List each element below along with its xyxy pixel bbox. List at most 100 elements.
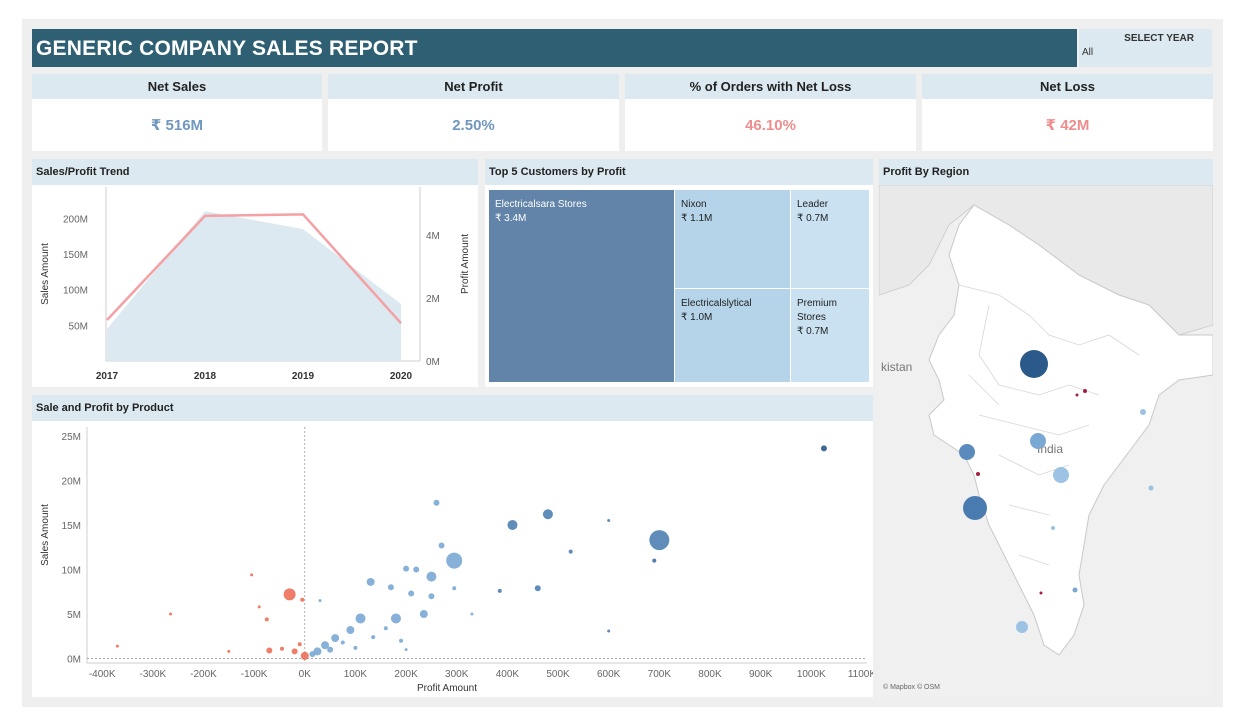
select-year-filter[interactable]: SELECT YEAR All [1079,29,1212,67]
treemap-customer-value: ₹ 1.0M [681,312,713,323]
scatter-point [266,647,273,654]
kpi-value: ₹ 42M [922,99,1213,151]
scatter-point [353,645,358,650]
scatter-point [300,651,309,660]
region-bubble [1030,433,1046,449]
scatter-point [413,566,420,573]
treemap-customer-name: Premium Stores [797,298,838,323]
x-tick-label: 0K [299,669,312,680]
product-scatter-chart: -400K -300K -200K -100K 0K 100K 200K 300K 400K 50… [40,427,876,694]
region-bubble [963,496,987,520]
y-axis-title: Sales Amount [40,243,51,305]
scatter-point [452,586,457,591]
region-bubble [1140,409,1146,415]
treemap-cell[interactable]: Leader ₹ 0.7M [791,190,869,288]
y-tick-label: 100M [63,286,88,297]
x-tick-label: 200K [394,669,418,680]
treemap-customer-value: ₹ 3.4M [495,213,527,224]
x-tick-label: -300K [140,669,167,680]
scatter-point [331,634,340,643]
product-panel: Sale and Profit by Product -400K -300K -20… [32,395,876,697]
y-axis-title: Sales Amount [40,504,51,566]
scatter-point [652,558,657,563]
treemap-cell[interactable]: Premium Stores ₹ 0.7M [791,289,869,382]
y2-tick-label: 4M [426,231,440,242]
region-bubble [1083,389,1087,393]
scatter-point [507,519,518,530]
y2-tick-label: 2M [426,294,440,305]
kpi-card-net-sales: Net Sales ₹ 516M [32,74,322,151]
kpi-value: ₹ 516M [32,99,322,151]
scatter-point [291,648,298,655]
map-attribution: © Mapbox © OSM [883,683,940,691]
x-tick-label: 400K [496,669,520,680]
kpi-card-orders-net-loss: % of Orders with Net Loss 46.10% [625,74,916,151]
scatter-point [433,499,440,506]
scatter-point [318,599,322,603]
scatter-point [313,647,322,656]
y-tick-label: 15M [62,521,81,532]
x-tick-label: 2018 [194,371,217,382]
x-tick-label: 2020 [390,371,413,382]
treemap-customer-name: Electricalslytical [681,298,752,309]
kpi-label: % of Orders with Net Loss [625,74,916,99]
scatter-point [390,613,401,624]
scatter-point [169,612,173,616]
select-year-label: SELECT YEAR [1124,33,1194,44]
x-tick-label: 600K [597,669,621,680]
scatter-point [264,617,269,622]
scatter-point [227,649,231,653]
scatter-point [383,626,388,631]
region-bubble [1148,485,1154,491]
y2-axis-title: Profit Amount [460,234,471,294]
map-india-outline [928,204,1214,656]
y-tick-label: 25M [62,432,81,443]
scatter-point [115,644,119,648]
scatter-point [280,646,284,651]
region-bubble [976,472,980,476]
scatter-point [408,590,415,597]
treemap-cell[interactable]: Electricalslytical ₹ 1.0M [675,289,790,382]
kpi-value: 2.50% [328,99,619,151]
x-tick-label: 800K [698,669,722,680]
region-map[interactable]: kistan India © Mapbox © OSM [878,184,1214,697]
scatter-point [649,530,670,551]
scatter-point [366,577,375,586]
customers-treemap: Electricalsara Stores ₹ 3.4M Nixon ₹ 1.1… [485,185,873,387]
x-tick-label: 500K [546,669,570,680]
scatter-point [426,571,437,582]
scatter-point [497,588,502,593]
trend-chart: 50M 100M 150M 200M 0M 2M 4M 2017 2018 2019 2020 Sal… [40,187,471,382]
customers-panel: Top 5 Customers by Profit Electricalsara… [485,159,873,387]
treemap-customer-value: ₹ 0.7M [797,213,829,224]
map-label-pakistan: kistan [881,360,912,374]
scatter-point [309,651,316,658]
region-bubble [1016,621,1028,633]
x-tick-label: 900K [749,669,773,680]
kpi-value: 46.10% [625,99,916,151]
scatter-point [419,610,428,619]
scatter-point [820,445,827,452]
y-tick-label: 5M [67,610,81,621]
x-tick-label: 1100K [848,669,873,680]
scatter-point [340,640,345,645]
x-tick-label: -400K [89,669,116,680]
scatter-point [297,642,302,647]
treemap-customer-name: Nixon [681,199,707,210]
scatter-point [250,573,254,577]
profit-line [106,213,402,324]
treemap-cell[interactable]: Nixon ₹ 1.1M [675,190,790,288]
y-tick-label: 10M [62,565,81,576]
region-bubble [1075,393,1079,397]
scatter-point [438,542,445,549]
y2-tick-label: 0M [426,357,440,368]
scatter-point [568,549,573,554]
treemap-cell[interactable]: Electricalsara Stores ₹ 3.4M [489,190,674,382]
dashboard-title: GENERIC COMPANY SALES REPORT [32,29,1077,67]
region-bubble [1020,350,1048,378]
panel-title: Top 5 Customers by Profit [485,159,873,185]
treemap-customer-name: Electricalsara Stores [495,199,587,210]
treemap-customer-value: ₹ 1.1M [681,213,713,224]
select-year-value[interactable]: All [1082,47,1094,58]
treemap-customer-value: ₹ 0.7M [797,326,829,337]
